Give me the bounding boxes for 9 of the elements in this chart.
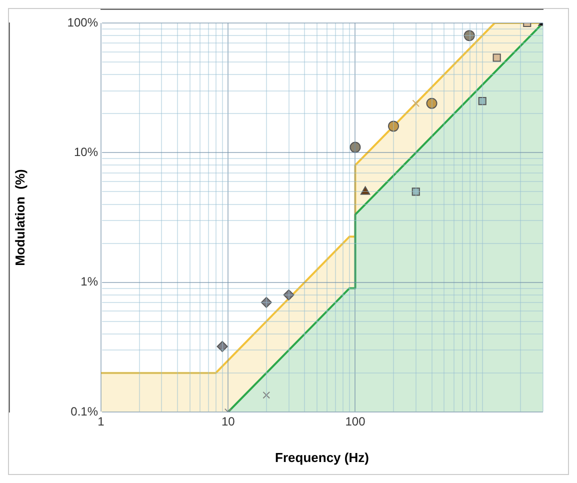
y-tick-label: 1% (80, 274, 98, 289)
y-tick-label: 0.1% (70, 404, 98, 418)
y-tick-label: 10% (74, 144, 98, 159)
x-tick-label: 10 (221, 414, 236, 429)
y-axis-title: Modulation (%) (12, 169, 28, 266)
x-axis-title: Frequency (Hz) (275, 450, 369, 465)
x-tick-label: 1 (98, 414, 105, 429)
x-tick-label: 100 (345, 414, 366, 429)
y-tick-label: 100% (67, 15, 98, 30)
